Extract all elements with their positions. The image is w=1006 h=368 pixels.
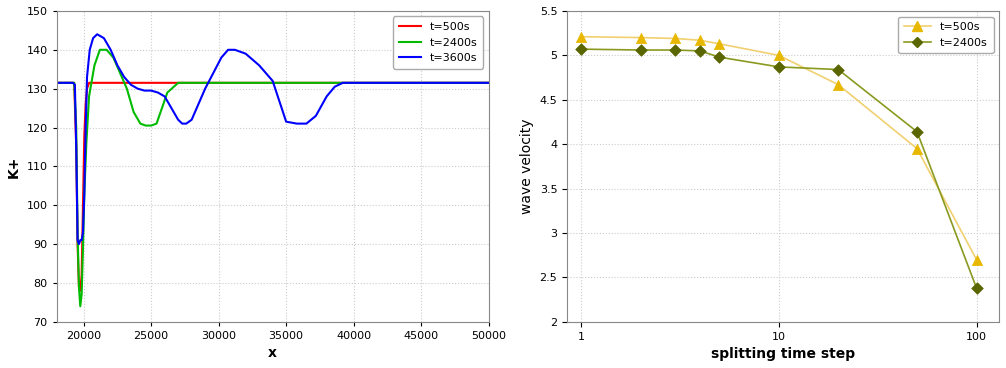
t=2400s — [94, 47, 106, 52]
t=2400s — [50, 81, 62, 85]
t=2400s — [70, 125, 82, 130]
t=2400s — [186, 81, 198, 85]
t=2400s — [108, 55, 120, 60]
t=2400s — [74, 304, 87, 308]
Point — [633, 35, 649, 40]
t=500s — [76, 203, 89, 208]
t=3600s — [98, 36, 110, 40]
t=500s — [83, 81, 96, 85]
t=500s — [348, 81, 360, 85]
t=2400s — [172, 81, 184, 85]
Point — [633, 47, 649, 53]
Point — [711, 54, 727, 60]
Point — [667, 47, 683, 53]
Line: t=3600s: t=3600s — [56, 34, 489, 244]
t=3600s — [215, 55, 227, 60]
t=2400s — [71, 230, 83, 235]
t=2400s — [151, 121, 163, 126]
Line: t=2400s: t=2400s — [56, 50, 489, 306]
t=500s — [415, 81, 428, 85]
Point — [692, 48, 708, 54]
t=500s — [74, 289, 87, 293]
t=500s — [145, 81, 157, 85]
t=500s — [78, 133, 91, 138]
t=3600s — [92, 32, 104, 36]
Point — [909, 129, 926, 135]
t=2400s — [57, 81, 69, 85]
X-axis label: x: x — [269, 346, 277, 360]
t=500s — [105, 81, 117, 85]
t=500s — [212, 81, 224, 85]
Point — [771, 64, 787, 70]
Legend: t=500s, t=2400s: t=500s, t=2400s — [898, 17, 994, 53]
t=500s — [70, 145, 82, 149]
t=500s — [50, 81, 62, 85]
t=2400s — [75, 292, 88, 297]
Point — [830, 82, 846, 88]
t=2400s — [114, 71, 126, 75]
t=2400s — [89, 63, 101, 68]
t=3600s — [72, 242, 85, 246]
t=2400s — [76, 246, 89, 250]
t=2400s — [415, 81, 428, 85]
t=3600s — [79, 125, 92, 130]
t=2400s — [68, 81, 80, 85]
t=500s — [75, 273, 88, 277]
t=2400s — [135, 121, 147, 126]
t=2400s — [83, 94, 96, 99]
t=2400s — [212, 81, 224, 85]
t=3600s — [483, 81, 495, 85]
t=2400s — [145, 123, 157, 128]
t=500s — [90, 81, 102, 85]
t=2400s — [64, 81, 76, 85]
t=2400s — [140, 123, 152, 128]
t=500s — [71, 242, 83, 246]
t=500s — [72, 284, 85, 289]
t=2400s — [199, 81, 211, 85]
t=2400s — [348, 81, 360, 85]
Point — [830, 67, 846, 72]
Y-axis label: K+: K+ — [7, 155, 21, 177]
t=500s — [57, 81, 69, 85]
t=2400s — [161, 90, 173, 95]
t=3600s — [105, 47, 117, 52]
t=500s — [280, 81, 292, 85]
Y-axis label: wave velocity: wave velocity — [520, 118, 534, 214]
t=500s — [483, 81, 495, 85]
Point — [573, 34, 590, 40]
X-axis label: splitting time step: splitting time step — [711, 347, 855, 361]
Line: t=500s: t=500s — [56, 83, 489, 291]
t=2400s — [280, 81, 292, 85]
Point — [771, 52, 787, 58]
t=2400s — [101, 47, 113, 52]
t=500s — [97, 81, 109, 85]
t=500s — [68, 81, 80, 85]
Point — [969, 285, 985, 291]
Point — [667, 36, 683, 42]
t=2400s — [78, 191, 91, 196]
t=2400s — [128, 110, 140, 114]
t=2400s — [483, 81, 495, 85]
t=500s — [81, 86, 94, 91]
Point — [711, 41, 727, 47]
t=2400s — [72, 284, 85, 289]
t=2400s — [239, 81, 252, 85]
t=3600s — [50, 81, 62, 85]
t=500s — [79, 102, 92, 106]
t=3600s — [415, 81, 428, 85]
t=2400s — [80, 141, 93, 145]
Point — [692, 37, 708, 43]
t=2400s — [156, 106, 168, 110]
t=500s — [86, 81, 98, 85]
Point — [573, 46, 590, 52]
t=3600s — [239, 52, 252, 56]
Legend: t=500s, t=2400s, t=3600s: t=500s, t=2400s, t=3600s — [393, 17, 483, 69]
t=500s — [64, 81, 76, 85]
Point — [969, 256, 985, 262]
Point — [909, 146, 926, 152]
t=2400s — [121, 86, 133, 91]
